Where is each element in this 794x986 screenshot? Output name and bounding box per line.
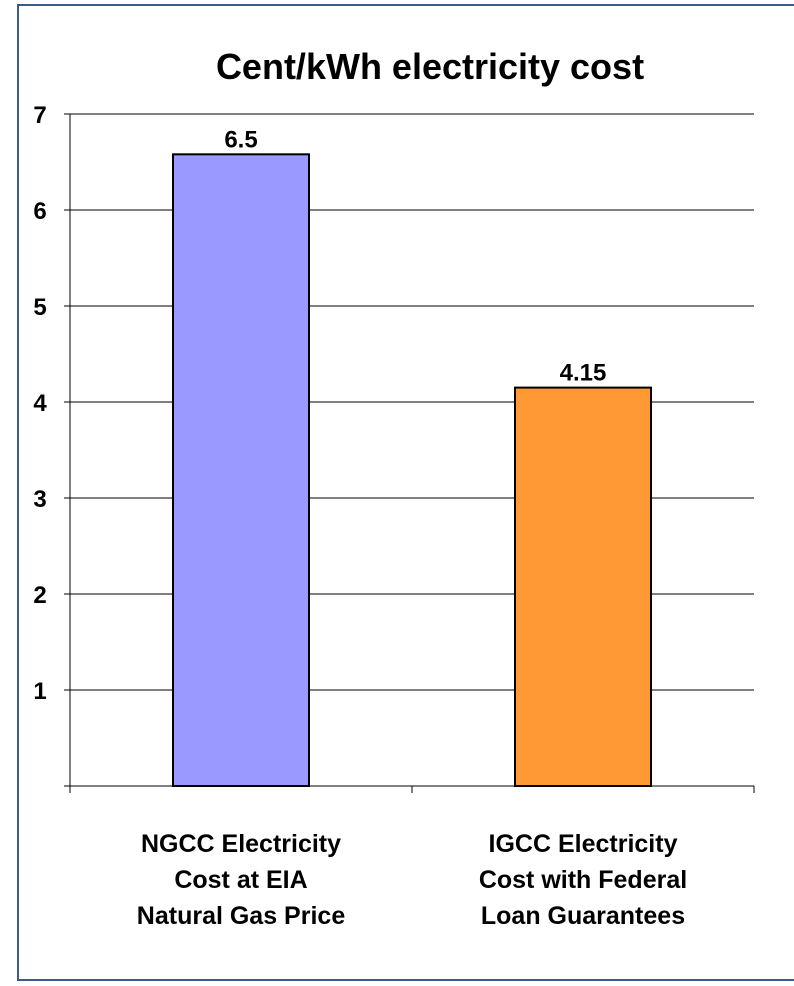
data-label-0: 6.5 [224, 126, 257, 153]
y-tick-label-3: 3 [33, 486, 46, 513]
y-tick-label-5: 5 [33, 294, 46, 321]
axes [64, 113, 755, 793]
category-label-1-1: Cost with Federal [479, 866, 687, 894]
bar-0 [172, 153, 310, 787]
category-label-1-2: Loan Guarantees [481, 902, 685, 930]
bars [172, 153, 652, 787]
data-label-1: 4.15 [560, 360, 607, 387]
category-label-0-1: Cost at EIA [174, 866, 307, 894]
y-tick-label-7: 7 [33, 102, 46, 129]
labels: 1 2 3 4 5 6 7 6.5 NGCC Electricity Cost at EIA Nat… [33, 102, 687, 930]
y-tick-label-6: 6 [33, 198, 46, 225]
y-tick-label-4: 4 [33, 390, 47, 417]
y-tick-label-2: 2 [33, 582, 46, 609]
bar-1 [514, 386, 652, 787]
category-label-0-2: Natural Gas Price [137, 902, 346, 930]
y-tick-label-1: 1 [33, 678, 46, 705]
chart-title: Cent/kWh electricity cost [216, 46, 644, 87]
category-label-0-0: NGCC Electricity [141, 830, 341, 858]
chart-frame [17, 4, 794, 981]
category-label-1-0: IGCC Electricity [489, 830, 678, 858]
